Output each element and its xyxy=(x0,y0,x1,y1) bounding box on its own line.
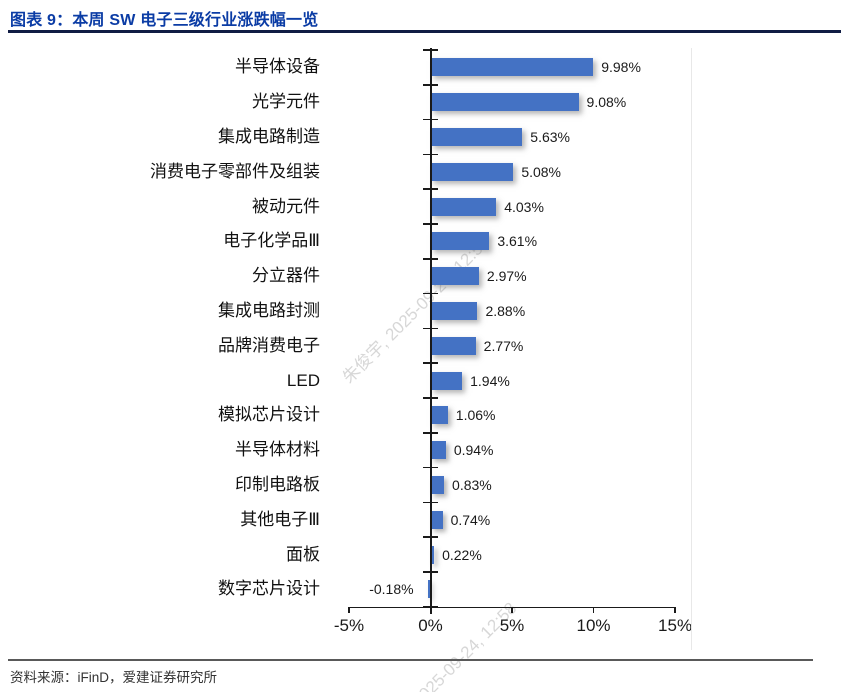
bar xyxy=(430,545,435,564)
category-label: 光学元件 xyxy=(252,92,320,112)
category-label: 半导体设备 xyxy=(235,57,320,77)
value-label: 0.74% xyxy=(450,511,491,528)
bar xyxy=(430,93,579,112)
x-axis-tick xyxy=(348,606,350,613)
x-axis-tick xyxy=(511,606,513,613)
value-label: -0.18% xyxy=(369,581,414,598)
x-axis-tick xyxy=(674,606,676,613)
plot-area-right-border xyxy=(690,48,692,650)
bar xyxy=(430,302,478,320)
bar xyxy=(430,510,443,529)
zero-axis-line xyxy=(429,48,432,614)
value-label: 1.94% xyxy=(470,372,510,389)
bar xyxy=(430,162,514,181)
bar xyxy=(430,58,594,77)
category-label: 集成电路封测 xyxy=(218,301,320,320)
source-note: 资料来源：iFinD，爱建证券研究所 xyxy=(10,670,218,685)
category-label: 被动元件 xyxy=(252,196,320,216)
bar xyxy=(430,197,497,216)
category-label: 消费电子零部件及组装 xyxy=(150,161,320,181)
category-label: 分立器件 xyxy=(252,266,320,286)
bar xyxy=(430,336,476,355)
x-axis-tick-label: 10% xyxy=(576,615,611,635)
value-label: 5.63% xyxy=(530,129,570,145)
value-label: 2.88% xyxy=(485,303,526,319)
category-label: 其他电子Ⅲ xyxy=(240,509,320,529)
footer-divider xyxy=(8,659,813,661)
figure-title: 图表 9：本周 SW 电子三级行业涨跌幅一览 xyxy=(10,12,319,29)
value-label: 3.61% xyxy=(497,233,538,250)
value-label: 5.08% xyxy=(521,163,562,180)
value-label: 1.06% xyxy=(455,407,496,424)
category-label: 数字芯片设计 xyxy=(218,579,320,599)
category-label: 面板 xyxy=(286,544,320,564)
category-label: 品牌消费电子 xyxy=(218,335,320,355)
category-label: 半导体材料 xyxy=(235,440,320,460)
bar xyxy=(430,476,445,494)
bar xyxy=(430,232,490,251)
x-axis-tick-label: 0% xyxy=(418,615,443,635)
bar-chart: 半导体设备 9.98% 光学元件 9.08% 集成电路制造 5.63% 消费电子零部件及组装… xyxy=(150,48,693,650)
x-axis-tick-label: 15% xyxy=(658,615,693,635)
value-label: 9.98% xyxy=(601,59,641,76)
value-label: 0.94% xyxy=(453,442,494,459)
value-label: 2.77% xyxy=(483,337,524,354)
value-label: 4.03% xyxy=(504,198,544,215)
bar xyxy=(430,371,463,390)
bar xyxy=(430,406,448,425)
category-label: 印制电路板 xyxy=(235,475,320,494)
x-axis-tick-label: -5% xyxy=(333,615,365,635)
bar xyxy=(430,267,479,286)
x-axis-tick-label: 5% xyxy=(499,615,525,635)
bar xyxy=(430,441,446,460)
category-label: 模拟芯片设计 xyxy=(218,405,320,425)
x-axis-tick xyxy=(592,606,595,613)
value-label: 9.08% xyxy=(586,94,627,111)
bar xyxy=(427,580,431,599)
category-label: 电子化学品Ⅲ xyxy=(223,231,320,251)
title-divider xyxy=(8,30,841,33)
category-label: 集成电路制造 xyxy=(218,127,320,146)
category-label: LED xyxy=(286,370,320,390)
value-label: 0.22% xyxy=(442,546,482,563)
value-label: 2.97% xyxy=(486,268,527,285)
value-label: 0.83% xyxy=(452,477,492,493)
bar xyxy=(430,128,523,146)
